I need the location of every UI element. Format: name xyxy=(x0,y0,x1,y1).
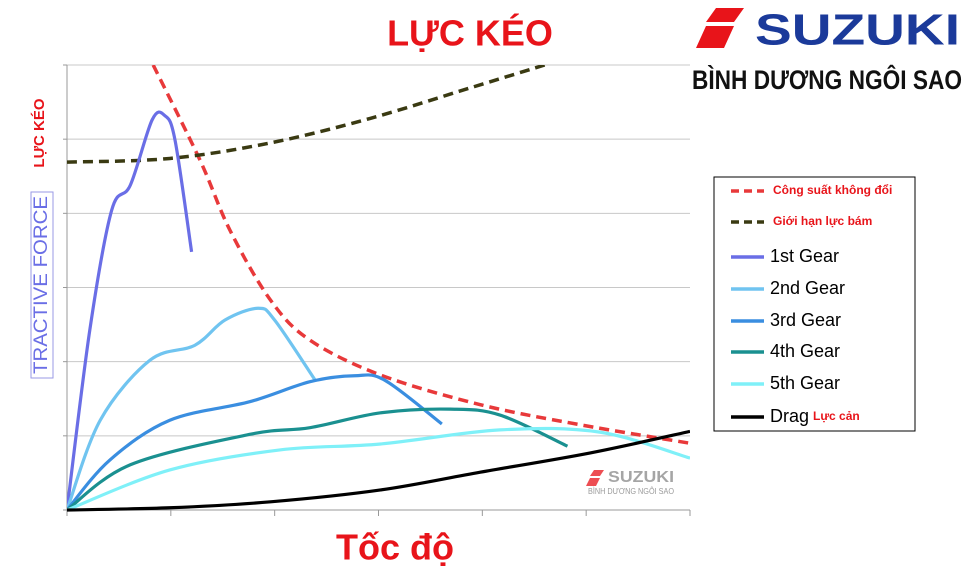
legend-label: Drag xyxy=(770,406,809,426)
legend-label: 5th Gear xyxy=(770,373,840,393)
series-line xyxy=(151,65,690,445)
chart-title: LỰC KÉO xyxy=(387,13,553,54)
legend-label: 3rd Gear xyxy=(770,310,841,330)
watermark-emblem xyxy=(590,470,604,476)
series-line xyxy=(67,306,317,511)
logo-dealer: BÌNH DƯƠNG NGÔI SAO xyxy=(692,64,962,95)
x-axis-label: Tốc độ xyxy=(336,527,454,568)
watermark-dealer: BÌNH DƯƠNG NGÔI SAO xyxy=(588,487,674,496)
series-line xyxy=(67,110,194,511)
legend-label: Giới hạn lực bám xyxy=(773,214,872,228)
legend-label: 4th Gear xyxy=(770,341,840,361)
y-axis-label-en: TRACTIVE FORCE xyxy=(31,196,52,374)
series-line xyxy=(67,426,690,512)
legend-note: Lực cản xyxy=(813,409,860,423)
legend-label: Công suất không đổi xyxy=(773,183,892,197)
logo-brand: SUZUKI xyxy=(755,6,960,55)
series-line xyxy=(67,429,690,512)
y-label-box xyxy=(30,191,54,379)
series-line xyxy=(67,407,569,512)
watermark: SUZUKI BÌNH DƯƠNG NGÔI SAO xyxy=(586,469,674,496)
logo-emblem xyxy=(706,8,744,22)
logo: SUZUKI BÌNH DƯƠNG NGÔI SAO xyxy=(692,6,962,96)
plot-area xyxy=(63,64,691,516)
legend-label: 1st Gear xyxy=(770,246,839,266)
series-group xyxy=(67,65,690,512)
legend-label: 2nd Gear xyxy=(770,278,845,298)
series-line xyxy=(67,65,546,164)
watermark-emblem xyxy=(586,478,600,486)
y-axis-label: LỰC KÉO xyxy=(31,98,48,167)
logo-emblem xyxy=(696,26,734,48)
series-line xyxy=(67,373,443,512)
watermark-brand: SUZUKI xyxy=(608,469,674,486)
legend-box xyxy=(713,176,916,432)
